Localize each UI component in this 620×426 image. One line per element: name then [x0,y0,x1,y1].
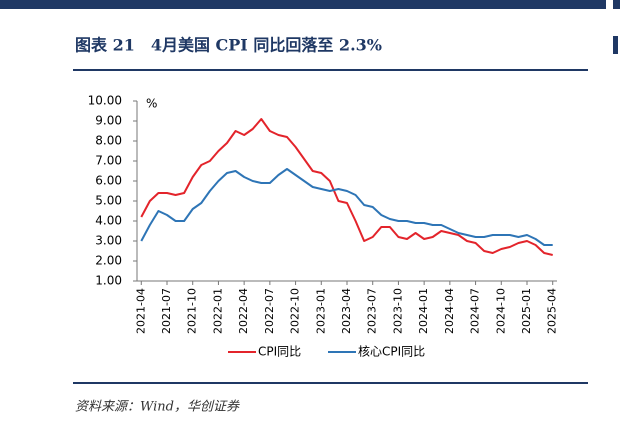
y-tick-label: 3.00 [95,234,122,248]
y-tick-label: 8.00 [95,134,122,148]
y-tick-label: 2.00 [95,254,122,268]
x-tick-label: 2021-10 [186,288,199,334]
next-panel-edge [613,36,618,54]
x-tick-label: 2021-04 [134,288,147,334]
series-line [140,118,553,256]
next-panel-bar [613,0,620,9]
y-tick-label: 1.00 [95,274,122,288]
x-tick-label: 2024-01 [417,288,430,334]
y-tick-label: 10.00 [88,94,122,108]
top-bar [0,0,606,9]
series-line [140,168,553,246]
y-tick-label: 9.00 [95,114,122,128]
x-tick-label: 2024-10 [494,288,507,334]
x-tick-label: 2024-04 [443,288,456,334]
source: 资料来源：Wind，华创证券 [75,400,240,415]
x-tick-label: 2021-07 [160,288,173,334]
x-tick-label: 2025-01 [520,288,533,334]
y-tick-label: 6.00 [95,174,122,188]
legend-label: CPI同比 [258,345,301,359]
x-tick-label: 2022-10 [289,288,302,334]
x-tick-label: 2023-10 [391,288,404,334]
x-tick-label: 2024-07 [469,288,482,334]
x-tick-label: 2023-07 [366,288,379,334]
y-tick-label: 5.00 [95,194,122,208]
x-tick-label: 2022-01 [211,288,224,334]
x-tick-label: 2023-01 [314,288,327,334]
chart-title: 图表 21 4月美国 CPI 同比回落至 2.3% [75,36,382,55]
y-tick-label: 7.00 [95,154,122,168]
x-tick-label: 2022-04 [237,288,250,334]
legend-label: 核心CPI同比 [358,345,425,359]
x-tick-label: 2023-04 [340,288,353,334]
y-tick-label: 4.00 [95,214,122,228]
x-tick-label: 2025-04 [546,288,559,334]
x-tick-label: 2022-07 [263,288,276,334]
y-unit: % [146,97,157,111]
